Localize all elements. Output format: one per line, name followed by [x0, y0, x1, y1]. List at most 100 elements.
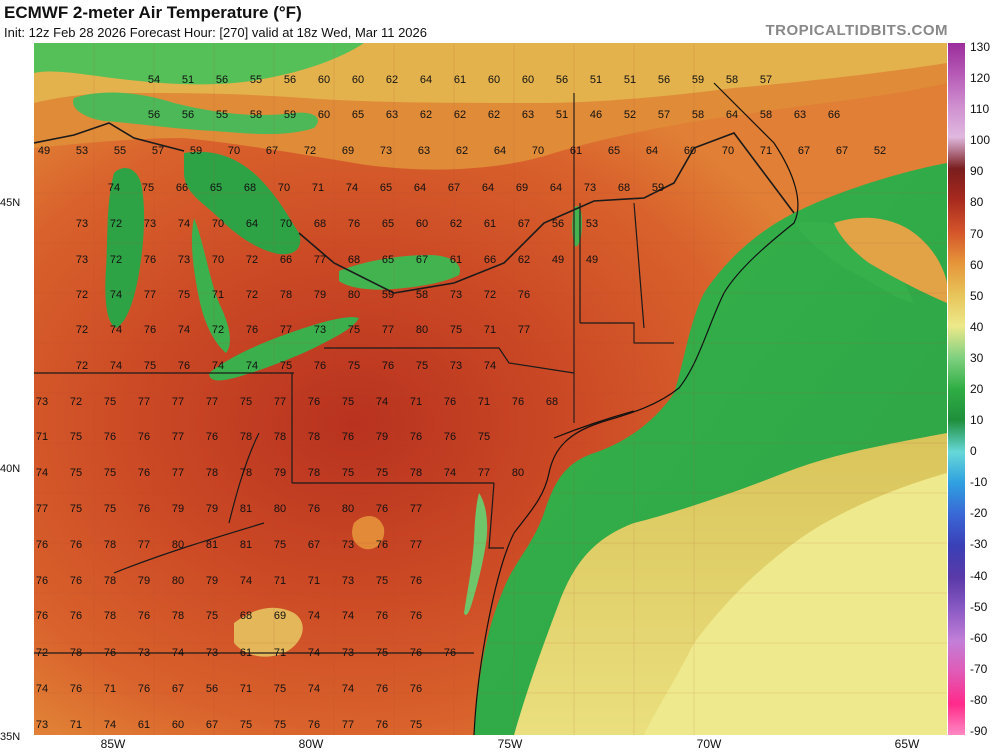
temperature-value: 73 — [313, 324, 327, 336]
temperature-value: 78 — [239, 467, 253, 479]
temperature-value: 71 — [759, 145, 773, 157]
temperature-value: 62 — [517, 254, 531, 266]
colorbar-tick: 20 — [970, 382, 984, 396]
temperature-value: 64 — [493, 145, 507, 157]
temperature-value: 73 — [341, 647, 355, 659]
temperature-value: 75 — [341, 396, 355, 408]
temperature-value: 46 — [589, 109, 603, 121]
temperature-value: 51 — [623, 74, 637, 86]
colorbar-tick: -70 — [970, 661, 988, 676]
temperature-value: 76 — [511, 396, 525, 408]
temperature-value: 49 — [37, 145, 51, 157]
temperature-value: 73 — [205, 647, 219, 659]
temperature-value: 70 — [211, 218, 225, 230]
bay-of-fundy — [794, 221, 914, 303]
temperature-value: 71 — [35, 431, 49, 443]
temperature-value: 79 — [205, 503, 219, 515]
temperature-value: 76 — [409, 647, 423, 659]
temperature-value: 75 — [205, 610, 219, 622]
colorbar-tick: -50 — [970, 599, 988, 614]
temperature-value: 72 — [483, 289, 497, 301]
temperature-value: 55 — [113, 145, 127, 157]
temperature-value: 68 — [243, 182, 257, 194]
temperature-value: 81 — [239, 503, 253, 515]
lake-huron — [184, 151, 301, 255]
coastline — [473, 82, 799, 735]
temperature-value: 76 — [443, 647, 457, 659]
temperature-value: 78 — [307, 467, 321, 479]
colorbar-tick: 120 — [970, 71, 991, 86]
temperature-value: 70 — [721, 145, 735, 157]
temperature-value: 56 — [551, 218, 565, 230]
temperature-value: 53 — [585, 218, 599, 230]
colorbar-tick: 50 — [970, 288, 984, 303]
temperature-value: 71 — [239, 683, 253, 695]
temperature-value: 75 — [477, 431, 491, 443]
colorbar-tick: -40 — [970, 568, 988, 583]
temperature-value: 78 — [205, 467, 219, 479]
temperature-value: 75 — [449, 324, 463, 336]
temperature-value: 74 — [177, 218, 191, 230]
temperature-value: 80 — [347, 289, 361, 301]
temperature-value: 74 — [171, 647, 185, 659]
temperature-value: 71 — [477, 396, 491, 408]
lake-michigan — [105, 168, 145, 328]
temperature-value: 75 — [103, 467, 117, 479]
temperature-value: 67 — [265, 145, 279, 157]
temperature-value: 77 — [35, 503, 49, 515]
temperature-value: 62 — [487, 109, 501, 121]
temperature-value: 60 — [415, 218, 429, 230]
temperature-value: 59 — [651, 182, 665, 194]
temperature-value: 75 — [273, 683, 287, 695]
temperature-value: 74 — [109, 324, 123, 336]
temperature-value: 76 — [69, 539, 83, 551]
temperature-value: 75 — [177, 289, 191, 301]
temperature-value: 80 — [171, 575, 185, 587]
header: ECMWF 2-meter Air Temperature (°F) Init:… — [0, 0, 1000, 42]
temperature-value: 76 — [375, 719, 389, 731]
temperature-value: 76 — [177, 360, 191, 372]
temperature-value: 78 — [103, 539, 117, 551]
temperature-value: 76 — [205, 431, 219, 443]
colorbar-tick: 100 — [970, 133, 991, 148]
temperature-value: 74 — [307, 647, 321, 659]
nova-scotia — [834, 217, 947, 303]
temperature-value: 73 — [35, 719, 49, 731]
temperature-value: 76 — [307, 719, 321, 731]
temperature-value: 78 — [279, 289, 293, 301]
temperature-value: 66 — [279, 254, 293, 266]
temperature-value: 67 — [307, 539, 321, 551]
temperature-value: 77 — [341, 719, 355, 731]
temperature-value: 62 — [453, 109, 467, 121]
temperature-value: 72 — [109, 254, 123, 266]
county-grid — [34, 43, 947, 735]
temperature-value: 77 — [409, 503, 423, 515]
cool-band-nw — [34, 43, 364, 85]
temperature-value: 74 — [109, 289, 123, 301]
temperature-value: 76 — [137, 610, 151, 622]
temperature-value: 75 — [375, 575, 389, 587]
temperature-value: 66 — [483, 254, 497, 266]
temperature-value: 69 — [273, 610, 287, 622]
temperature-value: 67 — [171, 683, 185, 695]
temperature-value: 60 — [487, 74, 501, 86]
temperature-value: 72 — [69, 396, 83, 408]
temperature-value: 52 — [873, 145, 887, 157]
temperature-value: 74 — [245, 360, 259, 372]
temperature-value: 75 — [69, 467, 83, 479]
temperature-value: 78 — [409, 467, 423, 479]
colorbar-tick: -80 — [970, 692, 988, 707]
temperature-value: 76 — [409, 683, 423, 695]
temperature-value: 61 — [569, 145, 583, 157]
colorbar — [948, 43, 965, 735]
temperature-value: 55 — [249, 74, 263, 86]
temperature-value: 75 — [143, 360, 157, 372]
temperature-value: 76 — [245, 324, 259, 336]
temperature-value: 58 — [415, 289, 429, 301]
temperature-value: 64 — [645, 145, 659, 157]
temperature-value: 71 — [307, 575, 321, 587]
temperature-value: 76 — [443, 396, 457, 408]
temperature-value: 73 — [341, 575, 355, 587]
temperature-value: 74 — [341, 683, 355, 695]
temperature-value: 61 — [137, 719, 151, 731]
